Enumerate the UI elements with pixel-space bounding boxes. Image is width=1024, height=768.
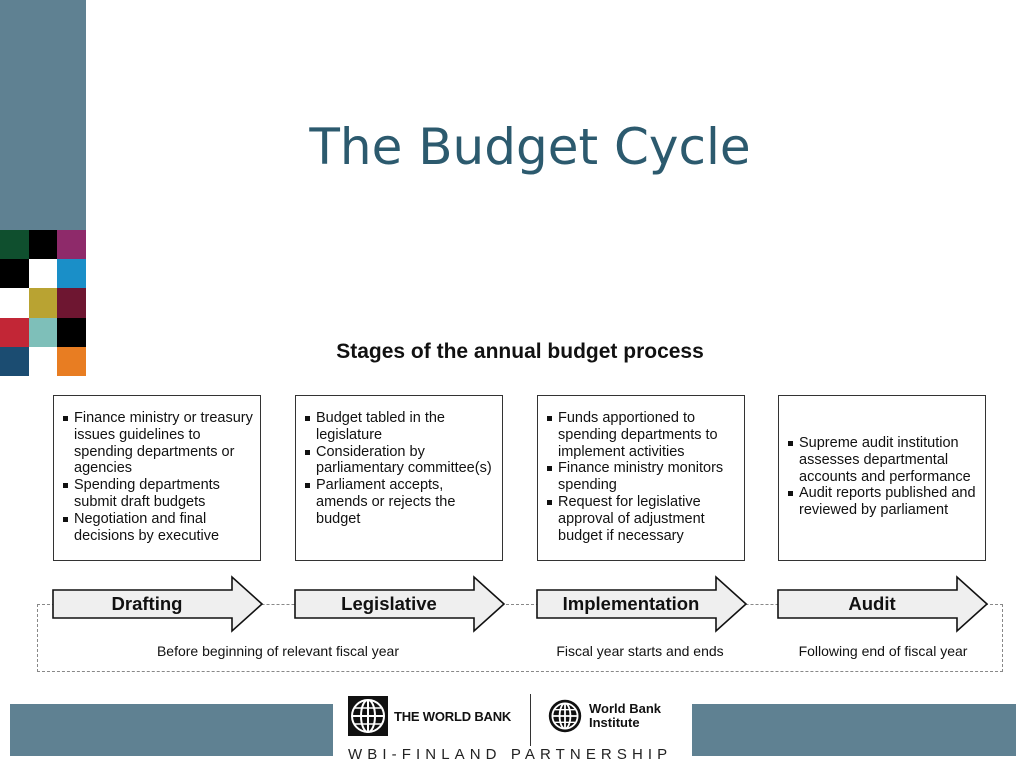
mosaic-tile [0,317,29,347]
stage-item: Finance ministry monitors spending [546,460,738,494]
mosaic-tile [0,288,29,318]
slide-title: The Budget Cycle [309,118,751,176]
stage-item-list: Supreme audit institution assesses depar… [787,435,979,519]
stage-arrow-legislative: Legislative [294,575,506,633]
mosaic-tile [28,317,58,347]
stage-item-list: Funds apportioned to spending department… [546,410,738,544]
arrow-shape [777,575,989,633]
sidebar-band [0,0,86,230]
mosaic-tile [28,259,58,289]
mosaic-tile [57,288,86,318]
stage-item: Spending departments submit draft budget… [62,477,254,511]
wbi-name-line1: World Bank [589,701,661,716]
footer-bar-left [10,704,333,756]
stage-box-implementation: Funds apportioned to spending department… [537,395,745,561]
period-after-fiscal-year: Following end of fiscal year [798,643,968,659]
stage-box-legislative: Budget tabled in the legislature Conside… [295,395,503,561]
mosaic-tile [28,230,58,260]
stage-item: Consideration by parliamentary committee… [304,444,496,478]
arrow-shape [536,575,748,633]
partnership-label: WBI-FINLAND PARTNERSHIP [348,746,673,763]
arrow-shape [52,575,264,633]
timeline-frame [37,604,1003,672]
stage-item-list: Finance ministry or treasury issues guid… [62,410,254,544]
world-bank-name: THE WORLD BANK [394,708,512,724]
stage-box-audit: Supreme audit institution assesses depar… [778,395,986,561]
stage-label: Drafting [111,593,183,614]
mosaic-tile [0,230,29,260]
stage-arrow-audit: Audit [777,575,989,633]
mosaic-tile [0,346,29,376]
wbi-name: World Bank Institute [589,702,669,730]
arrow-shape [294,575,506,633]
stage-arrow-drafting: Drafting [52,575,264,633]
footer-bar-right [692,704,1016,756]
stage-item: Funds apportioned to spending department… [546,410,738,460]
stage-item: Request for legislative approval of adju… [546,494,738,544]
mosaic-tile [57,230,86,260]
stage-arrow-implementation: Implementation [536,575,748,633]
stage-item: Parliament accepts, amends or rejects th… [304,477,496,527]
world-bank-logo: THE WORLD BANK [348,696,511,736]
mosaic-tile [57,259,86,289]
stage-box-drafting: Finance ministry or treasury issues guid… [53,395,261,561]
wbi-name-line2: Institute [589,715,640,730]
stage-item: Budget tabled in the legislature [304,410,496,444]
logo-divider [530,694,531,746]
world-bank-institute-logo: World Bank Institute [547,698,669,734]
mosaic-tile [0,259,29,289]
period-fiscal-year: Fiscal year starts and ends [556,643,724,659]
stage-item-list: Budget tabled in the legislature Conside… [304,410,496,528]
diagram-title: Stages of the annual budget process [336,340,704,363]
stage-item: Supreme audit institution assesses depar… [787,435,979,485]
stage-item: Audit reports published and reviewed by … [787,485,979,519]
color-mosaic [0,230,86,376]
stage-label: Audit [848,593,896,614]
stage-item: Finance ministry or treasury issues guid… [62,410,254,477]
stage-label: Implementation [562,593,700,614]
stage-item: Negotiation and final decisions by execu… [62,511,254,545]
mosaic-tile [28,346,58,376]
mosaic-tile [57,346,86,376]
globe-icon [548,699,582,733]
stage-label: Legislative [341,593,437,614]
period-before-fiscal-year: Before beginning of relevant fiscal year [156,643,400,659]
mosaic-tile [57,317,86,347]
globe-icon [348,696,388,736]
mosaic-tile [28,288,58,318]
